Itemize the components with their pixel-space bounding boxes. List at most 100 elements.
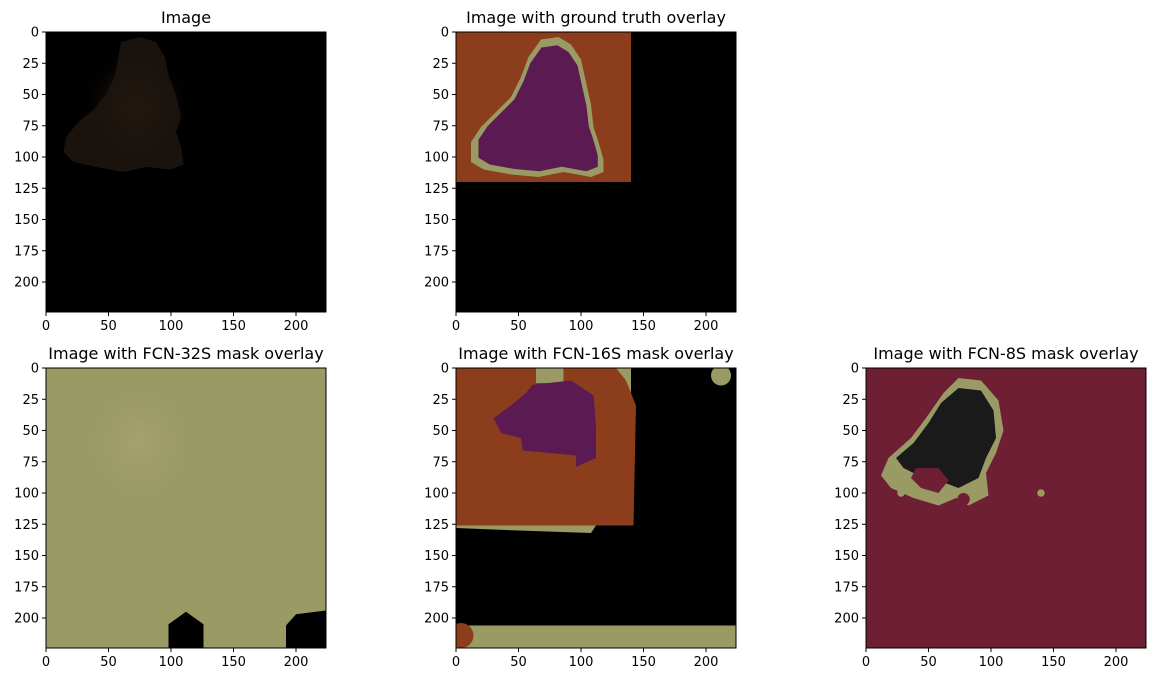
panel-image: Image 0 50 100 150 200 0 25 50 75 100 125 150 175 200 (14, 8, 327, 334)
x-tick-label: 0 (862, 655, 870, 670)
y-tick-label: 50 (22, 88, 39, 103)
axes-frame (455, 31, 737, 313)
y-tick-label: 175 (14, 580, 39, 595)
predicted-patch-inner (911, 468, 949, 493)
panel-fcn8: Image with FCN-8S mask overlay 0 50 100 150 2… (834, 344, 1147, 670)
y-tick-label: 50 (432, 88, 449, 103)
panel-ground-truth: Image with ground truth overlay 0 50 100 150… (424, 8, 737, 334)
axes-frame (45, 367, 327, 649)
y-tick-label: 50 (22, 424, 39, 439)
axes-frame (455, 367, 737, 649)
bottom-notch-left (168, 611, 204, 648)
x-tick-label: 150 (221, 655, 246, 670)
x-tick-label: 100 (569, 319, 594, 334)
y-tick-label: 25 (432, 57, 449, 72)
y-tick-label: 100 (14, 487, 39, 502)
x-tick-label: 0 (452, 319, 460, 334)
y-tick-label: 200 (424, 612, 449, 627)
top-right-patch (711, 368, 731, 386)
dog-region (478, 45, 598, 172)
y-tick-label: 100 (834, 487, 859, 502)
x-tick-label: 0 (42, 319, 50, 334)
x-tick-label: 150 (631, 319, 656, 334)
x-tick-label: 50 (920, 655, 937, 670)
y-tick-label: 175 (14, 244, 39, 259)
bottom-left-patch (456, 623, 474, 648)
x-tick-label: 200 (694, 655, 719, 670)
predicted-patch (957, 493, 970, 506)
panel-fcn32: Image with FCN-32S mask overlay 0 50 100 150… (14, 344, 327, 670)
y-tick-label: 175 (424, 244, 449, 259)
dog-body (63, 37, 184, 172)
plot-area (455, 367, 737, 649)
plot-area (45, 31, 327, 313)
y-tick-label: 200 (14, 276, 39, 291)
y-tick-label: 150 (424, 549, 449, 564)
isolated-point (897, 489, 905, 497)
predicted-region (866, 368, 1146, 648)
dog-photo (77, 374, 203, 512)
y-tick-label: 125 (14, 182, 39, 197)
y-tick-label: 75 (432, 455, 449, 470)
bottom-notch-right (286, 610, 326, 648)
x-tick-label: 150 (1041, 655, 1066, 670)
y-tick-label: 125 (424, 182, 449, 197)
y-tick-label: 75 (432, 119, 449, 134)
x-tick-label: 50 (100, 655, 117, 670)
x-tick-label: 200 (1104, 655, 1129, 670)
y-tick-label: 0 (31, 26, 39, 41)
x-tick-label: 200 (284, 319, 309, 334)
y-tick-label: 100 (14, 151, 39, 166)
y-tick-label: 75 (22, 119, 39, 134)
axes-frame (45, 31, 327, 313)
y-tick-label: 125 (424, 518, 449, 533)
plot-area (865, 367, 1147, 649)
y-tick-label: 0 (441, 362, 449, 377)
panel-title: Image (161, 8, 211, 27)
y-tick-label: 175 (834, 580, 859, 595)
y-tick-label: 150 (14, 549, 39, 564)
y-tick-label: 25 (22, 57, 39, 72)
plot-area (45, 367, 327, 649)
background-region-lower (456, 450, 576, 516)
x-tick-label: 100 (159, 319, 184, 334)
y-tick-label: 200 (834, 612, 859, 627)
y-tick-label: 50 (842, 424, 859, 439)
x-tick-label: 200 (694, 319, 719, 334)
y-tick-label: 0 (441, 26, 449, 41)
y-tick-label: 0 (851, 362, 859, 377)
background-region-upper (456, 368, 536, 438)
y-tick-label: 25 (432, 393, 449, 408)
x-tick-label: 100 (159, 655, 184, 670)
x-tick-label: 50 (100, 319, 117, 334)
y-tick-label: 0 (31, 362, 39, 377)
y-tick-label: 75 (22, 455, 39, 470)
y-tick-label: 175 (424, 580, 449, 595)
isolated-point (1037, 489, 1045, 497)
y-tick-label: 50 (432, 424, 449, 439)
panel-title: Image with ground truth overlay (466, 8, 726, 27)
x-tick-label: 200 (284, 655, 309, 670)
y-tick-label: 125 (834, 518, 859, 533)
y-tick-label: 100 (424, 487, 449, 502)
x-tick-label: 100 (569, 655, 594, 670)
y-tick-label: 200 (424, 276, 449, 291)
x-tick-label: 0 (42, 655, 50, 670)
y-tick-label: 125 (14, 518, 39, 533)
x-tick-label: 150 (221, 319, 246, 334)
y-tick-label: 150 (424, 213, 449, 228)
panel-title: Image with FCN-16S mask overlay (458, 344, 733, 363)
y-tick-label: 25 (22, 393, 39, 408)
panel-title: Image with FCN-8S mask overlay (873, 344, 1138, 363)
x-tick-label: 0 (452, 655, 460, 670)
plot-area (455, 31, 737, 313)
dog-region (493, 380, 596, 468)
panel-fcn16: Image with FCN-16S mask overlay 0 50 100 150… (424, 344, 737, 670)
x-tick-label: 150 (631, 655, 656, 670)
y-tick-label: 150 (14, 213, 39, 228)
x-tick-label: 50 (510, 655, 527, 670)
y-tick-label: 100 (424, 151, 449, 166)
x-tick-label: 50 (510, 319, 527, 334)
